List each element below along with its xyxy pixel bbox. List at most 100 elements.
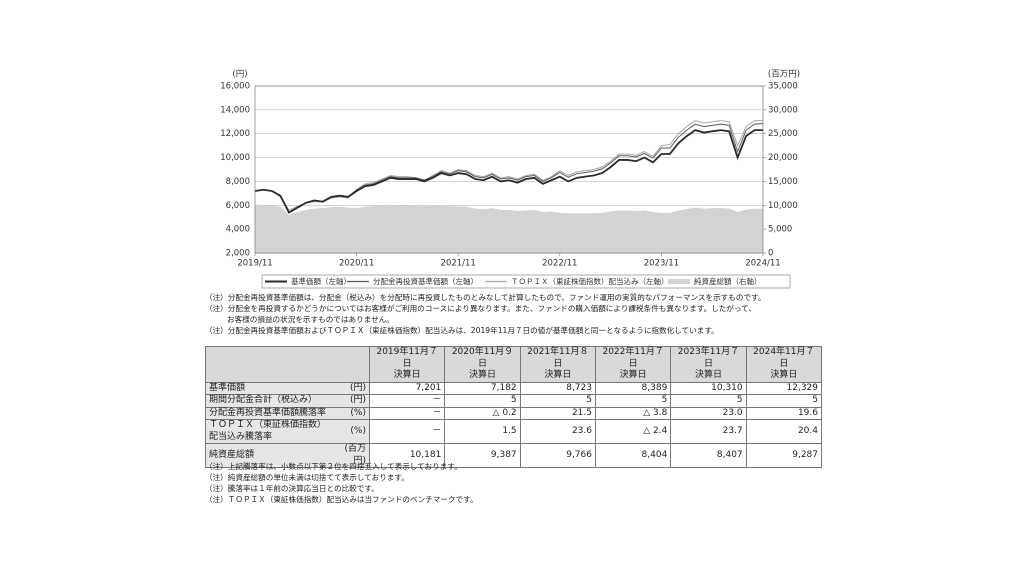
header-text: 決算日 <box>619 370 647 380</box>
table-cell: 5 <box>594 394 672 408</box>
table-cell: 9,287 <box>745 443 823 468</box>
x-tick-label: 2022/11 <box>542 259 577 269</box>
footnote: （注）上記騰落率は、小数点以下第２位を四捨五入して表示しております。 <box>205 462 462 471</box>
header-text: 決算日 <box>393 370 421 380</box>
header-cell: 2022年11月７日 決算日 <box>594 346 672 383</box>
header-text: 2022年11月７日 <box>602 347 664 369</box>
legend-label: 基準価額（左軸） <box>291 276 351 286</box>
table-cell: － <box>368 394 446 408</box>
table-cell: 12,329 <box>745 381 823 395</box>
legend-label: 純資産総額（右軸） <box>694 276 762 286</box>
row-unit: (円) <box>335 394 370 408</box>
y-tick-label: 6,000 <box>226 201 250 211</box>
y2-tick-label: 5,000 <box>768 225 792 235</box>
legend-label: 分配金再投資基準価額（左軸） <box>373 276 478 286</box>
table-cell: 10,181 <box>368 443 446 468</box>
x-tick-label: 2020/11 <box>339 259 374 269</box>
table-row: ＴＯＰＩＸ（東証株価指数） 配当込み騰落率 (%) － 1.5 23.6 △ 2.4 23.7… <box>205 419 823 444</box>
table-cell: △ 2.4 <box>594 419 672 444</box>
y-unit: (円) <box>232 70 247 80</box>
header-text: 2023年11月７日 <box>677 347 740 369</box>
notes: （注）分配金再投資基準価額は、分配金（税込み）を分配時に再投資したものとみなして… <box>205 292 766 336</box>
legend-box <box>261 274 791 289</box>
table-row: 純資産総額 (百万円) 10,181 9,387 9,766 8,404 8,407 9,28… <box>205 443 823 468</box>
header-cell: 2020年11月９日 決算日 <box>444 346 521 383</box>
y2-tick-label: 25,000 <box>768 129 798 139</box>
y-tick-label: 2,000 <box>226 249 250 259</box>
table-row: 分配金再投資基準価額騰落率 (%) － △ 0.2 21.5 △ 3.8 23.0 19.6 <box>205 406 823 420</box>
table-cell: 1.5 <box>444 419 521 444</box>
table-cell: 8,407 <box>670 443 747 468</box>
header-cell <box>205 346 370 383</box>
row-label-text: 分配金再投資基準価額騰落率 <box>209 407 327 418</box>
table-cell: 23.0 <box>670 406 747 420</box>
row-unit: (百万円) <box>335 443 370 468</box>
row-label: 分配金再投資基準価額騰落率 <box>205 406 336 420</box>
note: （注）分配金再投資基準価額は、分配金（税込み）を分配時に再投資したものとみなして… <box>205 293 766 302</box>
y2-tick-label: 15,000 <box>768 177 798 187</box>
y-tick-label: 12,000 <box>220 129 250 139</box>
table-row: 期間分配金合計（税込み） (円) － 5 5 5 5 5 <box>205 394 823 408</box>
table-cell: 20.4 <box>745 419 823 444</box>
y2-tick-label: 0 <box>768 249 773 259</box>
area <box>255 204 763 253</box>
footnote: （注）純資産総額の単位未満は切捨てて表示しております。 <box>205 473 409 482</box>
y-tick-label: 10,000 <box>220 153 250 163</box>
note: お客様の損益の状況を示すものではありません。 <box>227 315 394 324</box>
row-unit: (%) <box>335 406 370 420</box>
note: （注）分配金再投資基準価額およびＴＯＰＩＸ（東証株価指数）配当込みは、2019年… <box>205 326 719 335</box>
header-text: 決算日 <box>544 370 572 380</box>
legend-swatch <box>668 279 690 284</box>
table-row: 基準価額 (円) 7,201 7,182 8,723 8,389 10,310 12,329 <box>205 381 823 395</box>
row-label: 純資産総額 <box>205 443 336 468</box>
table-cell: △ 3.8 <box>594 406 672 420</box>
row-label: 基準価額 <box>205 381 336 395</box>
header-text: 決算日 <box>468 370 496 380</box>
table-cell: 7,182 <box>444 381 521 395</box>
row-label-text: 配当込み騰落率 <box>209 431 273 442</box>
x-tick-label: 2024/11 <box>745 259 780 269</box>
footnote: （注）ＴＯＰＩＸ（東証株価指数）配当込みは当ファンドのベンチマークです。 <box>205 495 478 504</box>
row-label-text: 期間分配金合計（税込み） <box>209 395 318 405</box>
table-cell: 5 <box>745 394 823 408</box>
row-label: ＴＯＰＩＸ（東証株価指数） 配当込み騰落率 <box>205 419 336 444</box>
row-label-text: ＴＯＰＩＸ（東証株価指数） <box>209 420 327 430</box>
row-unit: (円) <box>335 381 370 395</box>
header-cell: 2019年11月７日 決算日 <box>368 346 446 383</box>
x-tick-label: 2021/11 <box>441 259 476 269</box>
header-text: 決算日 <box>770 370 798 380</box>
header-text: 2020年11月９日 <box>451 347 514 369</box>
x-tick-label: 2023/11 <box>644 259 679 269</box>
header-text: 2021年11月８日 <box>527 347 589 369</box>
header-cell: 2021年11月８日 決算日 <box>519 346 596 383</box>
y2-tick-label: 10,000 <box>768 201 798 211</box>
line <box>254 129 763 214</box>
table-cell: 9,766 <box>519 443 596 468</box>
data-table: 2019年11月７日 決算日 2020年11月９日 決算日 2021年11月８日 決算日 2… <box>205 346 823 468</box>
line <box>254 120 763 211</box>
table-cell: 10,310 <box>670 381 747 395</box>
table-cell: 5 <box>519 394 596 408</box>
note: （注）分配金を再投資するかどうかについてはお客様がご利用のコースにより異なります… <box>205 304 756 313</box>
table-cell: 5 <box>670 394 747 408</box>
y2-unit: (百万円) <box>768 70 800 80</box>
y2-tick-label: 35,000 <box>768 82 798 92</box>
table-cell: 23.7 <box>670 419 747 444</box>
x-tick-label: 2019/11 <box>237 259 272 269</box>
y-tick-label: 4,000 <box>226 225 250 235</box>
header-cell: 2024年11月７日 決算日 <box>745 346 823 383</box>
footnotes: （注）上記騰落率は、小数点以下第２位を四捨五入して表示しております。 （注）純資産… <box>205 461 478 505</box>
header-text: 2024年11月７日 <box>753 347 815 369</box>
y-tick-label: 14,000 <box>220 105 250 115</box>
y-tick-label: 8,000 <box>226 177 250 187</box>
row-unit: (%) <box>335 419 370 444</box>
legend-label: ＴＯＰＩＸ（東証株価指数）配当込み（左軸） <box>511 276 669 286</box>
chart: (円) (百万円) 2,000 4,000 6,000 8,000 10,000 12,0… <box>220 70 800 289</box>
row-label-text: 純資産総額 <box>209 449 255 460</box>
table-cell: 8,389 <box>594 381 672 395</box>
table-cell: 9,387 <box>444 443 521 468</box>
table-cell: 21.5 <box>519 406 596 420</box>
table-cell: △ 0.2 <box>444 406 521 420</box>
y2-tick-label: 20,000 <box>768 153 798 163</box>
